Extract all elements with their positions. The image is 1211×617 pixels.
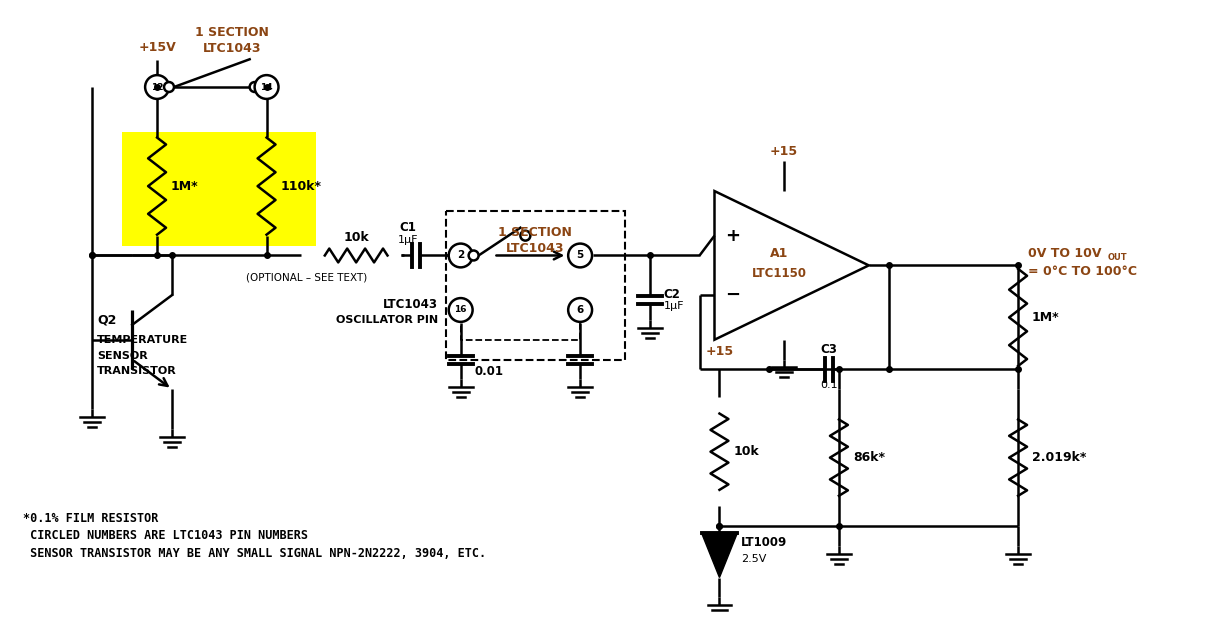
Circle shape bbox=[249, 82, 259, 92]
Text: OSCILLATOR PIN: OSCILLATOR PIN bbox=[335, 315, 437, 325]
Text: SENSOR: SENSOR bbox=[97, 350, 148, 360]
Text: 5: 5 bbox=[576, 251, 584, 260]
Text: 1μF: 1μF bbox=[397, 234, 418, 244]
Circle shape bbox=[521, 231, 530, 241]
Text: = 0°C TO 100°C: = 0°C TO 100°C bbox=[1028, 265, 1137, 278]
Text: +15V: +15V bbox=[138, 41, 176, 54]
Text: 16: 16 bbox=[454, 305, 467, 315]
Circle shape bbox=[145, 75, 170, 99]
Text: +: + bbox=[725, 226, 740, 245]
Text: TEMPERATURE: TEMPERATURE bbox=[97, 334, 189, 345]
Text: LTC1043: LTC1043 bbox=[506, 242, 564, 255]
Text: 1μF: 1μF bbox=[664, 301, 684, 311]
Text: 110k*: 110k* bbox=[281, 180, 321, 193]
Text: OUT: OUT bbox=[1108, 253, 1127, 262]
Text: 0.01: 0.01 bbox=[475, 365, 504, 378]
Text: 0.1: 0.1 bbox=[820, 380, 838, 391]
Circle shape bbox=[449, 244, 472, 267]
Text: LTC1043: LTC1043 bbox=[383, 297, 437, 310]
Text: Q2: Q2 bbox=[97, 313, 116, 326]
Text: 12: 12 bbox=[151, 83, 163, 91]
Text: 14: 14 bbox=[260, 83, 272, 91]
Text: 1M*: 1M* bbox=[171, 180, 199, 193]
Text: 1M*: 1M* bbox=[1032, 311, 1060, 324]
Text: LTC1150: LTC1150 bbox=[752, 267, 807, 280]
Text: (OPTIONAL – SEE TEXT): (OPTIONAL – SEE TEXT) bbox=[246, 272, 367, 283]
Bar bbox=[446, 211, 625, 360]
Text: 2.5V: 2.5V bbox=[741, 553, 767, 564]
Text: LT1009: LT1009 bbox=[741, 536, 787, 549]
Text: −: − bbox=[725, 286, 740, 304]
Text: SENSOR TRANSISTOR MAY BE ANY SMALL SIGNAL NPN-2N2222, 3904, ETC.: SENSOR TRANSISTOR MAY BE ANY SMALL SIGNA… bbox=[23, 547, 486, 560]
Circle shape bbox=[449, 298, 472, 322]
Text: 2.019k*: 2.019k* bbox=[1032, 451, 1086, 464]
Circle shape bbox=[568, 244, 592, 267]
Text: TRANSISTOR: TRANSISTOR bbox=[97, 366, 177, 376]
Text: 1 SECTION: 1 SECTION bbox=[195, 26, 269, 39]
Text: 2: 2 bbox=[457, 251, 464, 260]
Text: C3: C3 bbox=[821, 343, 838, 356]
Text: 0V TO 10V: 0V TO 10V bbox=[1028, 247, 1102, 260]
Text: 86k*: 86k* bbox=[853, 451, 885, 464]
Circle shape bbox=[469, 251, 478, 260]
Bar bbox=[122, 131, 316, 246]
Text: 1 SECTION: 1 SECTION bbox=[499, 226, 573, 239]
Text: 6: 6 bbox=[576, 305, 584, 315]
Text: A1: A1 bbox=[770, 247, 788, 260]
Text: CIRCLED NUMBERS ARE LTC1043 PIN NUMBERS: CIRCLED NUMBERS ARE LTC1043 PIN NUMBERS bbox=[23, 529, 308, 542]
Circle shape bbox=[568, 298, 592, 322]
Polygon shape bbox=[701, 533, 737, 578]
Text: +15: +15 bbox=[706, 345, 734, 358]
Circle shape bbox=[254, 75, 279, 99]
Text: LTC1043: LTC1043 bbox=[202, 42, 262, 55]
Text: C1: C1 bbox=[400, 222, 417, 234]
Text: 10k: 10k bbox=[734, 445, 759, 458]
Text: 10k: 10k bbox=[343, 231, 369, 244]
Text: *0.1% FILM RESISTOR: *0.1% FILM RESISTOR bbox=[23, 511, 159, 524]
Text: +15: +15 bbox=[770, 145, 798, 158]
Circle shape bbox=[163, 82, 174, 92]
Text: C2: C2 bbox=[664, 288, 681, 300]
